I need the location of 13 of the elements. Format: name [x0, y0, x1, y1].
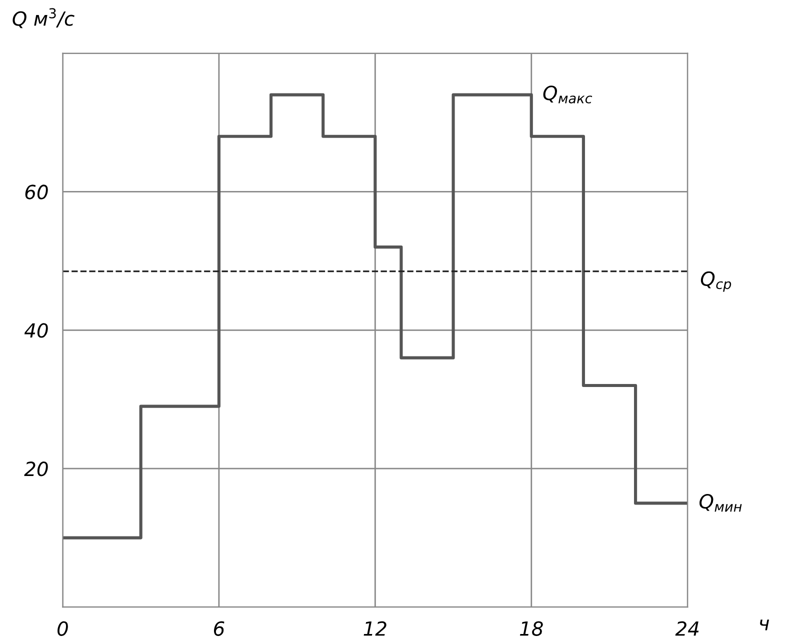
- annotation: Q$_{мин}$: [700, 494, 742, 512]
- annotation: Q$_{макс}$: [543, 86, 592, 104]
- x-tick-label: 18: [520, 621, 543, 636]
- y-axis-title: Q м$^{3}$/с: [12, 8, 74, 28]
- ref-line-label: Q$_{ср}$: [700, 271, 732, 292]
- x-tick-label: 6: [214, 621, 224, 636]
- y-tick-label: 40: [24, 323, 48, 338]
- y-tick-label: 60: [25, 184, 48, 200]
- x-tick-label: 24: [675, 621, 699, 636]
- x-tick-label: 0: [58, 621, 68, 636]
- y-tick-label: 20: [24, 462, 48, 476]
- x-tick-label: 12: [364, 621, 386, 636]
- x-axis-title: ч: [760, 620, 770, 630]
